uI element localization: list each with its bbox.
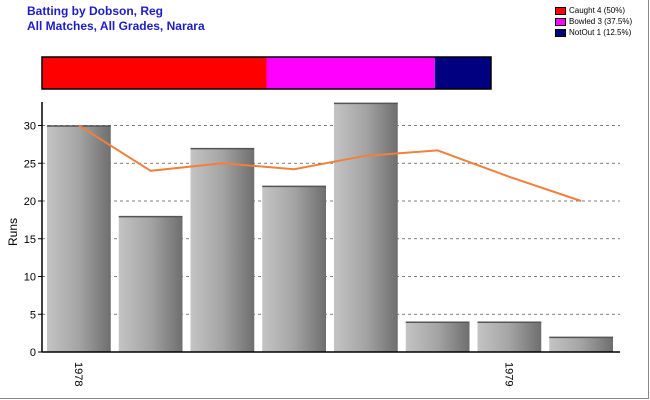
axes <box>41 102 620 353</box>
bar <box>549 336 613 352</box>
dismissal-bar-border <box>41 56 492 90</box>
legend-label-caught: Caught 4 (50%) <box>569 6 626 15</box>
legend-item-caught: Caught 4 (50%) <box>555 5 632 16</box>
legend-swatch-notout <box>555 28 566 37</box>
x-ticks: 1978 1979 <box>72 362 515 386</box>
x-tick-label: 1979 <box>502 362 514 386</box>
y-tick-label: 5 <box>30 309 36 321</box>
y-tick-label: 15 <box>24 234 36 246</box>
trend-line <box>78 124 582 202</box>
legend-label-bowled: Bowled 3 (37.5%) <box>569 17 633 26</box>
y-tick-label: 25 <box>24 158 36 170</box>
bar <box>118 216 183 352</box>
chart-title: Batting by Dobson, Reg <box>27 4 163 18</box>
dismissal-segment-bowled <box>266 57 435 89</box>
legend-item-bowled: Bowled 3 (37.5%) <box>555 16 632 27</box>
y-tick-label: 20 <box>24 196 36 208</box>
y-tick-label: 10 <box>24 272 36 284</box>
bar <box>334 102 398 352</box>
bar <box>405 321 470 352</box>
legend: Caught 4 (50%) Bowled 3 (37.5%) NotOut 1… <box>555 5 632 38</box>
dismissal-bar <box>41 56 492 90</box>
dismissal-segment-notout <box>434 57 491 89</box>
legend-item-notout: NotOut 1 (12.5%) <box>555 27 632 38</box>
x-tick-label: 1978 <box>72 362 84 386</box>
trend-line-group <box>78 124 582 202</box>
bar <box>47 125 111 352</box>
bar <box>477 321 542 352</box>
y-tick-label: 0 <box>30 347 36 359</box>
bars <box>47 102 613 352</box>
y-axis-label: Runs <box>6 218 20 246</box>
y-ticks: 0 5 10 15 20 25 30 <box>24 121 42 359</box>
dismissal-segment-caught <box>42 57 267 89</box>
legend-swatch-bowled <box>555 17 566 26</box>
y-tick-label: 30 <box>24 121 36 133</box>
legend-swatch-caught <box>555 6 566 15</box>
bar <box>190 148 255 352</box>
chart-subtitle: All Matches, All Grades, Narara <box>27 19 205 33</box>
legend-label-notout: NotOut 1 (12.5%) <box>569 28 632 37</box>
bar <box>262 185 326 352</box>
